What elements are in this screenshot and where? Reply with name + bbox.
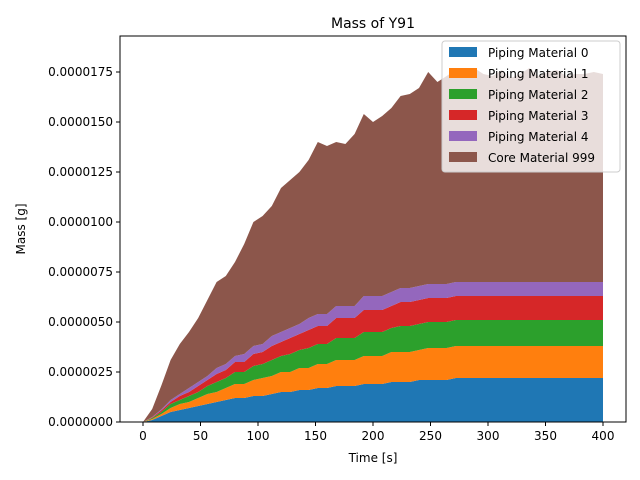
chart-title: Mass of Y91 <box>331 16 415 32</box>
area-series-0 <box>143 378 603 422</box>
legend-label: Piping Material 1 <box>488 67 589 81</box>
area-series-1 <box>143 346 603 422</box>
y-tick-label: 0.0000125 <box>48 165 113 179</box>
y-axis-label: Mass [g] <box>14 203 28 254</box>
y-tick-label: 0.0000100 <box>48 215 113 229</box>
area-series-2 <box>143 320 603 422</box>
x-axis-ticks: 0 50 100 150 200 250 300 350 400 <box>139 422 614 443</box>
x-tick-label: 250 <box>419 429 442 443</box>
x-tick-label: 150 <box>304 429 327 443</box>
area-series-4 <box>143 282 603 422</box>
x-tick-label: 200 <box>362 429 385 443</box>
y-tick-label: 0.0000150 <box>48 115 113 129</box>
area-series-3 <box>143 296 603 422</box>
legend-swatch <box>449 89 477 99</box>
legend-swatch <box>449 152 477 162</box>
y-tick-label: 0.0000000 <box>48 415 113 429</box>
y-tick-label: 0.0000050 <box>48 315 113 329</box>
x-tick-label: 100 <box>247 429 270 443</box>
legend-label: Piping Material 4 <box>488 130 589 144</box>
legend-swatch <box>449 110 477 120</box>
x-tick-label: 50 <box>193 429 208 443</box>
y-tick-label: 0.0000075 <box>48 265 113 279</box>
legend-swatch <box>449 131 477 141</box>
x-axis-label: Time [s] <box>348 451 398 465</box>
legend-label: Piping Material 2 <box>488 88 589 102</box>
legend: Piping Material 0 Piping Material 1 Piping… <box>441 40 621 173</box>
y-axis-ticks: 0.0000000 0.0000025 0.0000050 0.0000075 0.00… <box>48 65 120 429</box>
y-tick-label: 0.0000175 <box>48 65 113 79</box>
legend-swatch <box>449 68 477 78</box>
legend-label: Piping Material 0 <box>488 46 589 60</box>
x-tick-label: 400 <box>592 429 615 443</box>
legend-label: Piping Material 3 <box>488 109 589 123</box>
x-tick-label: 0 <box>139 429 147 443</box>
legend-box <box>441 40 621 173</box>
y-tick-label: 0.0000025 <box>48 365 113 379</box>
x-tick-label: 350 <box>534 429 557 443</box>
x-tick-label: 300 <box>477 429 500 443</box>
legend-label: Core Material 999 <box>488 151 595 165</box>
legend-swatch <box>449 47 477 57</box>
